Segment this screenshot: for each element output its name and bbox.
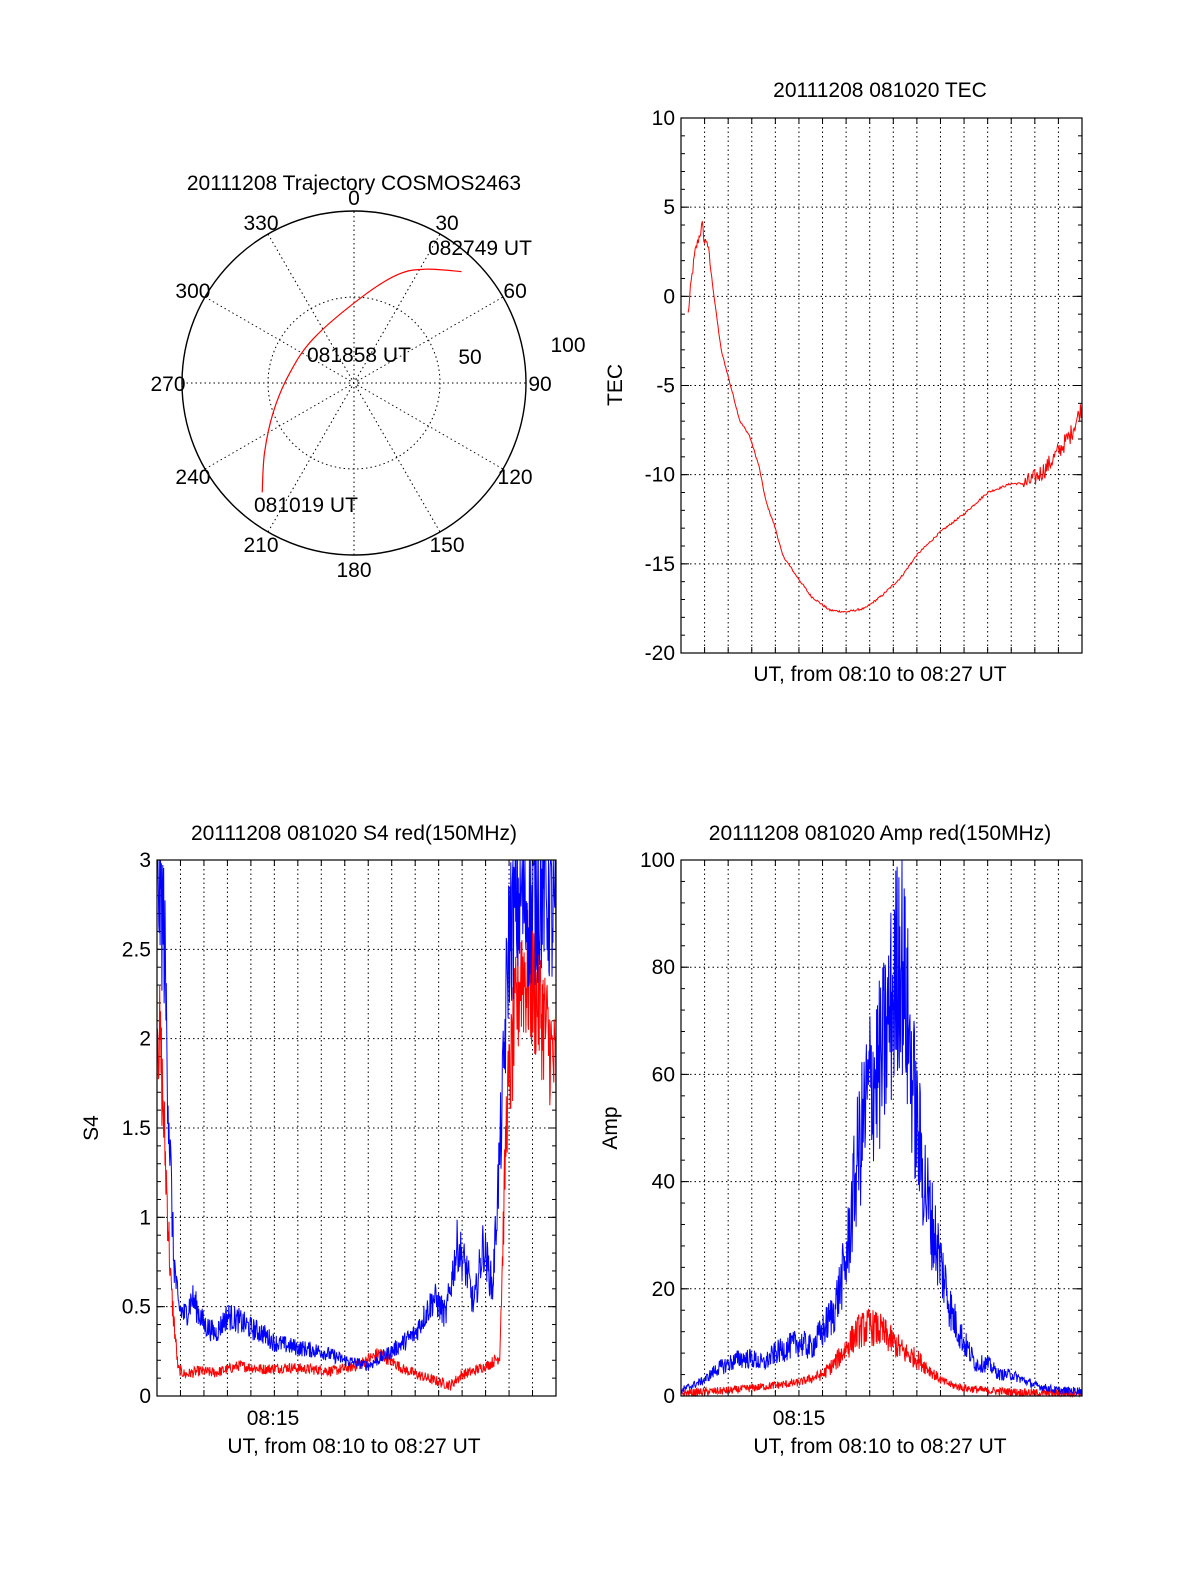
tec-series xyxy=(687,221,1083,613)
y-tick-label: -5 xyxy=(656,375,675,398)
amp-y-ticks: 0 20 40 60 80 100 xyxy=(640,849,1082,1408)
series-line xyxy=(687,221,1083,613)
tec-y-ticks: 10 5 0 -5 -10 -15 -20 xyxy=(645,107,1082,665)
polar-azimuth-label: 150 xyxy=(429,534,464,557)
y-tick-label: 80 xyxy=(652,956,675,979)
polar-azimuth-label: 300 xyxy=(175,280,210,303)
annotation-mid-time: 081858 UT xyxy=(307,344,411,367)
tec-y-axis-label: TEC xyxy=(604,364,627,406)
series-line xyxy=(680,859,1083,1397)
polar-grid xyxy=(181,210,527,556)
y-tick-label: 100 xyxy=(640,849,675,872)
polar-center-marker xyxy=(348,377,360,389)
amp-chart-title: 20111208 081020 Amp red(150MHz) xyxy=(709,822,1051,845)
y-tick-label: 0.5 xyxy=(122,1296,151,1319)
polar-spoke xyxy=(267,233,441,533)
polar-chart-title: 20111208 Trajectory COSMOS2463 xyxy=(187,172,521,195)
y-tick-label: 2.5 xyxy=(122,938,151,961)
s4-series xyxy=(156,859,557,1391)
polar-radial-label-50: 50 xyxy=(458,346,481,369)
amp-y-axis-label: Amp xyxy=(599,1106,622,1149)
polar-azimuth-label: 270 xyxy=(150,373,185,396)
y-tick-label: -20 xyxy=(645,642,675,665)
s4-plot-frame xyxy=(156,859,557,1397)
amp-x-tick-label: 08:15 xyxy=(773,1407,826,1430)
annotation-start-time: 081019 UT xyxy=(254,494,358,517)
polar-azimuth-label: 30 xyxy=(435,212,458,235)
y-tick-label: 1.5 xyxy=(122,1117,151,1140)
y-tick-label: -15 xyxy=(645,553,675,576)
y-tick-label: 1 xyxy=(139,1206,151,1229)
s4-panel: 20111208 081020 S4 red(150MHz) 0 0.5 1 1.5 2… xyxy=(80,822,557,1458)
polar-azimuth-labels: 0 30 60 90 120 150 180 210 240 270 300 330 xyxy=(150,187,551,582)
polar-azimuth-label: 60 xyxy=(503,280,526,303)
polar-azimuth-label: 180 xyxy=(336,559,371,582)
amp-grid xyxy=(681,860,1082,1396)
y-tick-label: 10 xyxy=(652,107,675,130)
polar-azimuth-label: 330 xyxy=(243,212,278,235)
tec-plot-frame xyxy=(680,117,1083,654)
series-line xyxy=(156,909,557,1391)
y-tick-label: 40 xyxy=(652,1171,675,1194)
annotation-end-time: 082749 UT xyxy=(428,237,532,260)
series-line xyxy=(680,1308,1083,1398)
y-tick-label: 0 xyxy=(663,285,675,308)
polar-trajectory-series xyxy=(261,268,462,493)
y-tick-label: 60 xyxy=(652,1063,675,1086)
amp-x-axis-label: UT, from 08:10 to 08:27 UT xyxy=(753,1435,1006,1458)
amp-series xyxy=(680,859,1083,1398)
polar-azimuth-label: 90 xyxy=(528,373,551,396)
y-tick-label: 0 xyxy=(663,1385,675,1408)
series-line xyxy=(157,859,557,1372)
y-tick-label: 20 xyxy=(652,1278,675,1301)
amp-plot-frame xyxy=(680,859,1083,1397)
trajectory-line xyxy=(261,268,462,493)
s4-grid xyxy=(157,860,556,1396)
s4-x-tick-label: 08:15 xyxy=(247,1407,300,1430)
amp-panel: 20111208 081020 Amp red(150MHz) 0 20 40 60 8… xyxy=(599,822,1083,1458)
polar-radial-label-100: 100 xyxy=(550,334,585,357)
y-tick-label: -10 xyxy=(645,464,675,487)
tec-grid xyxy=(681,118,1082,653)
s4-y-axis-label: S4 xyxy=(80,1115,103,1141)
tec-x-axis-label: UT, from 08:10 to 08:27 UT xyxy=(753,663,1006,686)
y-tick-label: 3 xyxy=(139,849,151,872)
s4-chart-title: 20111208 081020 S4 red(150MHz) xyxy=(191,822,517,845)
y-tick-label: 0 xyxy=(139,1385,151,1408)
polar-azimuth-label: 210 xyxy=(243,534,278,557)
s4-x-axis-label: UT, from 08:10 to 08:27 UT xyxy=(227,1435,480,1458)
polar-azimuth-label: 120 xyxy=(498,466,533,489)
tec-chart-title: 20111208 081020 TEC xyxy=(773,79,987,102)
y-tick-label: 2 xyxy=(139,1028,151,1051)
polar-azimuth-label: 0 xyxy=(348,187,360,210)
polar-trajectory-panel: 20111208 Trajectory COSMOS2463 0 30 60 90 12… xyxy=(150,172,585,582)
y-tick-label: 5 xyxy=(663,196,675,219)
polar-azimuth-label: 240 xyxy=(175,466,210,489)
